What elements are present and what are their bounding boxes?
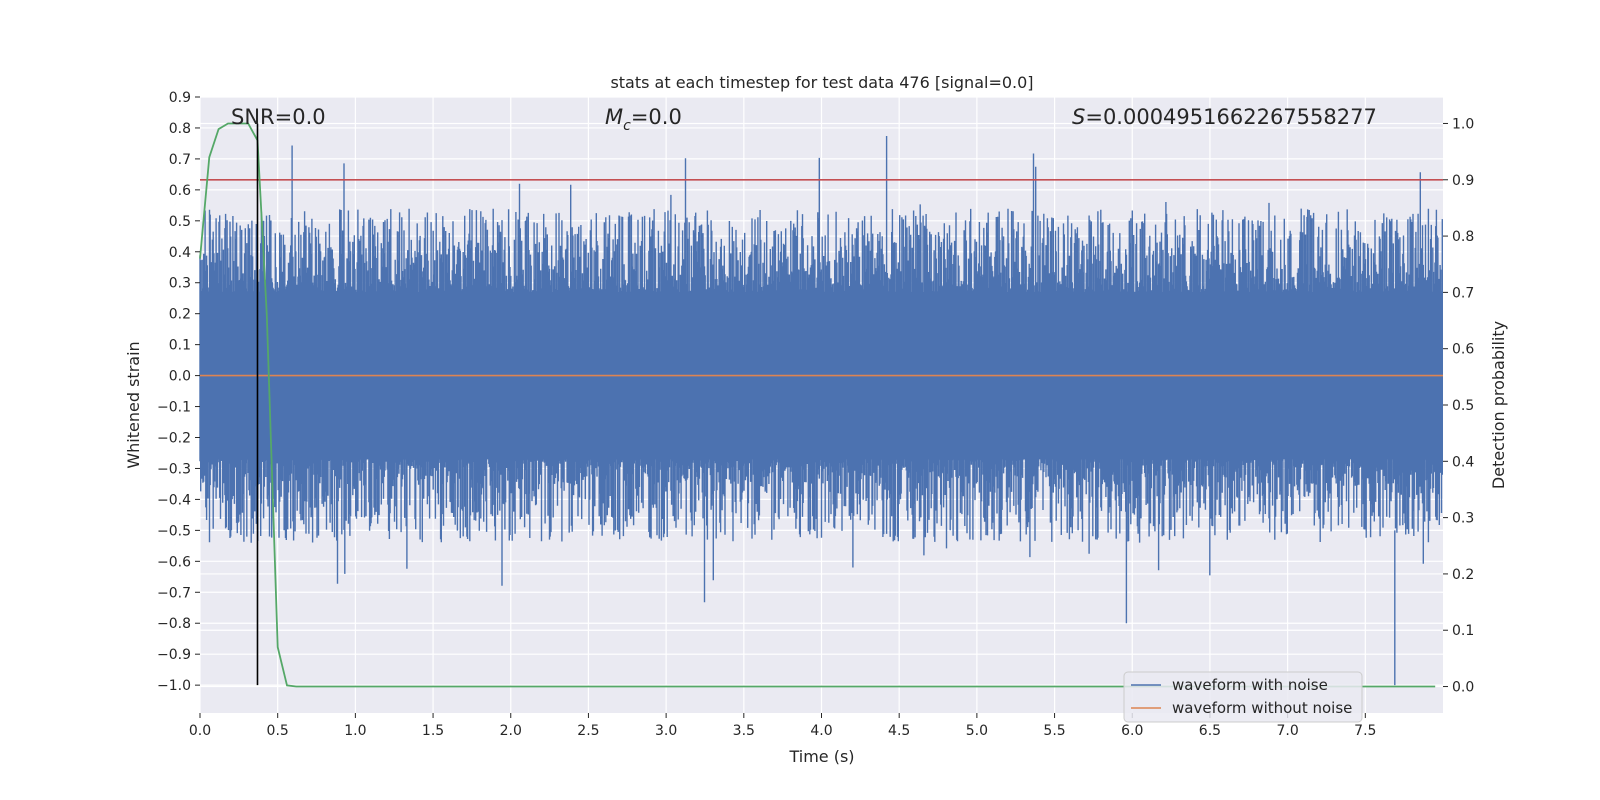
legend-label-clean: waveform without noise [1172, 699, 1352, 717]
y-axis-label: Whitened strain [124, 341, 143, 468]
legend: waveform with noise waveform without noi… [1123, 671, 1363, 723]
y2-tick-label: 0.1 [1452, 623, 1474, 639]
y2-tick-label: 0.4 [1452, 454, 1474, 470]
x-tick-label: 7.0 [1276, 723, 1298, 739]
y-tick-label: −0.5 [157, 523, 191, 539]
snr-annotation: SNR=0.0 [231, 105, 326, 129]
x-tick-label: 7.5 [1354, 723, 1376, 739]
y2-tick-label: 0.0 [1452, 680, 1474, 696]
y2-tick-label: 0.2 [1452, 567, 1474, 583]
mc-annotation: Mc=0.0 [605, 105, 682, 134]
y-tick-label: 0.5 [169, 214, 191, 230]
y-tick-label: −1.0 [157, 678, 191, 694]
chart-title: stats at each timestep for test data 476… [610, 73, 1033, 92]
x-tick-label: 6.0 [1121, 723, 1143, 739]
y-tick-label: −0.1 [157, 400, 191, 416]
s-symbol: S [1072, 105, 1085, 129]
x-tick-label: 5.0 [966, 723, 988, 739]
y-tick-label: 0.7 [169, 152, 191, 168]
y-tick-label: 0.0 [169, 369, 191, 385]
y-tick-label: 0.8 [169, 121, 191, 137]
y2-tick-label: 0.5 [1452, 398, 1474, 414]
x-tick-label: 0.5 [267, 723, 289, 739]
y-tick-label: −0.3 [157, 461, 191, 477]
y2-tick-label: 0.9 [1452, 173, 1474, 189]
y2-tick-label: 1.0 [1452, 116, 1474, 132]
y-tick-label: −0.4 [157, 492, 191, 508]
x-tick-label: 3.5 [733, 723, 755, 739]
y-tick-label: −0.8 [157, 616, 191, 632]
y-tick-label: −0.6 [157, 554, 191, 570]
x-tick-label: 2.0 [500, 723, 522, 739]
y-tick-label: 0.2 [169, 307, 191, 323]
y-tick-label: 0.1 [169, 338, 191, 354]
mc-value: =0.0 [631, 105, 682, 129]
x-tick-label: 3.0 [655, 723, 677, 739]
y2-tick-label: 0.8 [1452, 229, 1474, 245]
y-tick-label: 0.9 [169, 90, 191, 106]
x-axis: 0.0 0.5 1.0 1.5 2.0 2.5 3.0 3.5 4.0 4.5 5.0 5.5 6.0 6… [189, 713, 1376, 739]
x-tick-label: 1.0 [344, 723, 366, 739]
y2-tick-label: 0.7 [1452, 285, 1474, 301]
x-tick-label: 4.5 [888, 723, 910, 739]
y2-tick-label: 0.6 [1452, 342, 1474, 358]
legend-box [1123, 671, 1363, 723]
legend-label-noise: waveform with noise [1172, 676, 1328, 694]
s-value: =0.0004951662267558277 [1085, 105, 1377, 129]
y-tick-label: 0.6 [169, 183, 191, 199]
mc-subscript: c [623, 118, 631, 134]
x-tick-label: 4.0 [810, 723, 832, 739]
x-tick-label: 6.5 [1199, 723, 1221, 739]
mc-symbol: M [605, 105, 623, 129]
y2-tick-label: 0.3 [1452, 511, 1474, 527]
y-tick-label: −0.2 [157, 431, 191, 447]
s-annotation: S=0.0004951662267558277 [1072, 105, 1377, 129]
x-tick-label: 2.5 [577, 723, 599, 739]
x-tick-label: 1.5 [422, 723, 444, 739]
y-tick-label: −0.9 [157, 647, 191, 663]
x-tick-label: 5.5 [1043, 723, 1065, 739]
x-tick-label: 0.0 [189, 723, 211, 739]
series-detection-probability [199, 122, 1436, 688]
y-tick-label: 0.3 [169, 276, 191, 292]
y-tick-label: −0.7 [157, 585, 191, 601]
y-axis-left: 0.9 0.8 0.7 0.6 0.5 0.4 0.3 0.2 0.1 0.0 −0.1 −0.2 −0… [157, 90, 200, 694]
y-tick-label: 0.4 [169, 245, 191, 261]
x-axis-label: Time (s) [788, 747, 854, 766]
y2-axis-label: Detection probability [1489, 321, 1508, 489]
y-axis-right: 1.0 0.9 0.8 0.7 0.6 0.5 0.4 0.3 0.2 0.1 0.0 [1443, 116, 1474, 696]
